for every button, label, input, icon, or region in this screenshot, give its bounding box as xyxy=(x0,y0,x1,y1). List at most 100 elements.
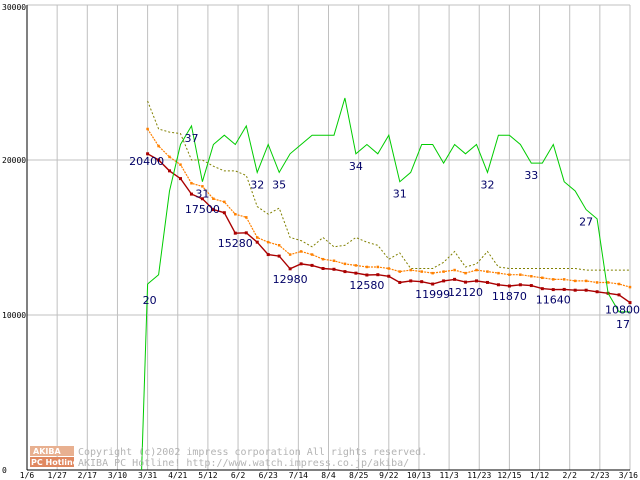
min-price-point xyxy=(233,231,237,235)
copyright-watermark: AKIBA PC Hotline! Copyright (c)2002 impr… xyxy=(30,446,427,469)
avg-price-point xyxy=(486,270,489,273)
shop-count-data-label: 31 xyxy=(195,188,209,201)
avg-price-point xyxy=(530,275,533,278)
min-price-point xyxy=(573,288,577,292)
min-price-point xyxy=(157,158,161,162)
avg-price-point xyxy=(179,163,182,166)
shop-count-data-label: 34 xyxy=(349,160,363,173)
shop-count-line xyxy=(147,97,630,313)
x-tick-label: 10/13 xyxy=(407,471,431,480)
avg-price-point xyxy=(431,271,434,275)
min-price-point xyxy=(595,290,599,294)
min-price-point xyxy=(354,271,358,275)
shop-count-data-label: 35 xyxy=(272,178,286,191)
min-price-point xyxy=(529,284,533,288)
akiba-logo-bottom: PC Hotline! xyxy=(31,458,82,467)
avg-price-point xyxy=(190,182,193,185)
avg-price-point xyxy=(442,270,445,273)
avg-price-point xyxy=(562,278,566,281)
min-price-point xyxy=(540,287,544,291)
min-price-point xyxy=(222,211,226,215)
x-tick-label: 6/2 xyxy=(231,471,246,480)
min-price-point xyxy=(255,240,259,244)
min-price-data-label: 15280 xyxy=(218,237,253,250)
avg-price-point xyxy=(168,155,171,159)
y-tick-label: 10000 xyxy=(2,311,26,320)
min-price-point xyxy=(277,254,281,258)
avg-price-point xyxy=(299,250,303,253)
x-tick-label: 12/15 xyxy=(497,471,521,480)
min-price-point xyxy=(200,197,204,201)
min-price-point xyxy=(464,280,468,284)
shop-count-data-label: 20 xyxy=(143,294,157,307)
avg-price-series xyxy=(146,127,632,289)
avg-price-point xyxy=(321,257,325,261)
avg-price-point xyxy=(212,197,215,200)
avg-price-point xyxy=(201,185,204,188)
avg-price-point xyxy=(606,281,610,284)
avg-price-point xyxy=(255,236,259,239)
x-tick-label: 8/25 xyxy=(349,471,368,480)
min-price-point xyxy=(321,267,325,270)
x-tick-label: 1/6 xyxy=(20,471,35,480)
min-price-data-label: 11870 xyxy=(492,290,527,303)
avg-price-point xyxy=(497,271,500,275)
max-price-series xyxy=(147,100,630,271)
min-price-point xyxy=(178,177,182,181)
min-price-point xyxy=(518,283,522,287)
min-price-point xyxy=(485,280,489,284)
x-tick-label: 4/21 xyxy=(168,471,187,480)
min-price-point xyxy=(420,280,424,284)
y-tick-label: 20000 xyxy=(2,156,26,165)
avg-price-point xyxy=(628,285,632,289)
x-tick-label: 8/4 xyxy=(321,471,336,480)
akiba-logo-top-bg xyxy=(30,446,74,456)
min-price-data-label: 12120 xyxy=(448,286,483,299)
min-price-point xyxy=(168,169,172,173)
min-price-point xyxy=(442,279,446,283)
min-price-point xyxy=(343,270,347,274)
avg-price-point xyxy=(420,270,423,273)
avg-price-point xyxy=(573,279,577,283)
avg-price-point xyxy=(508,273,511,276)
shop-count-data-label: 17 xyxy=(616,318,630,331)
min-price-data-label: 10800 xyxy=(605,304,640,317)
avg-price-point xyxy=(409,268,412,272)
x-tick-label: 5/12 xyxy=(198,471,217,480)
avg-price-point xyxy=(354,264,358,267)
min-price-point xyxy=(332,267,336,271)
shop-count-data-label: 37 xyxy=(184,132,198,145)
shop-count-data-label: 32 xyxy=(480,178,494,191)
avg-price-point xyxy=(234,213,237,216)
min-price-point xyxy=(387,274,391,278)
x-tick-label: 11/3 xyxy=(439,471,458,480)
avg-price-line xyxy=(147,128,631,288)
grid-lines xyxy=(26,4,631,471)
x-tick-label: 3/16 xyxy=(619,471,638,480)
min-price-point xyxy=(299,262,303,266)
min-price-data-label: 17500 xyxy=(185,203,220,216)
min-price-point xyxy=(431,282,435,286)
min-price-data-label: 11640 xyxy=(536,294,571,307)
x-tick-label: 7/14 xyxy=(289,471,308,480)
x-tick-label: 1/12 xyxy=(530,471,549,480)
avg-price-point xyxy=(157,144,160,148)
max-price-line xyxy=(147,100,630,271)
min-price-point xyxy=(398,280,402,284)
min-price-point xyxy=(244,231,248,235)
avg-price-point xyxy=(146,127,149,131)
x-tick-label: 11/23 xyxy=(467,471,491,480)
x-tick-label: 1/27 xyxy=(48,471,67,480)
y-tick-label: 30000 xyxy=(2,3,26,12)
avg-price-point xyxy=(475,268,478,272)
min-price-data-label: 12980 xyxy=(273,273,308,286)
x-tick-label: 2/2 xyxy=(562,471,577,480)
avg-price-point xyxy=(266,240,270,244)
min-price-point xyxy=(584,288,588,292)
avg-price-point xyxy=(584,279,588,283)
avg-price-point xyxy=(245,216,248,219)
min-price-point xyxy=(211,208,215,212)
x-tick-label: 2/23 xyxy=(590,471,609,480)
site-url-line: AKIBA PC Hotline! http://www.watch.impre… xyxy=(78,458,409,469)
min-price-point xyxy=(310,263,314,267)
